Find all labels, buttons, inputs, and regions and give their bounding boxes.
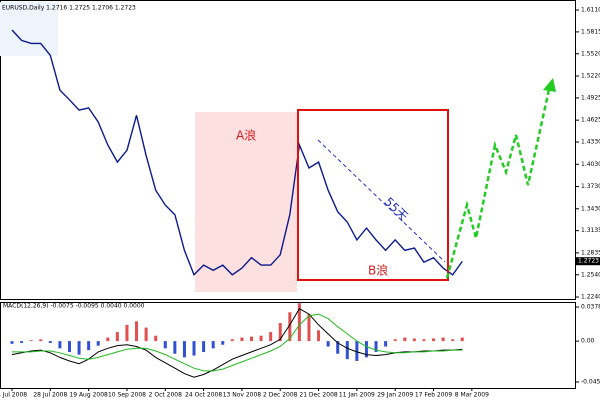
y-tick-label: 0.0378 xyxy=(581,304,600,311)
y-tick-label: 1.6110 xyxy=(581,7,600,14)
macd-bar xyxy=(125,324,129,342)
y-tick-label: 1.4330 xyxy=(581,139,600,146)
macd-bar xyxy=(432,338,436,342)
last-price-label: 1.2723 xyxy=(578,258,599,265)
macd-bar xyxy=(278,323,282,342)
macd-bar xyxy=(221,341,225,345)
macd-bar xyxy=(202,341,206,352)
wave-b-label: B浪 xyxy=(368,263,388,278)
macd-bar xyxy=(317,330,321,342)
x-tick-label: 28 Jul 2008 xyxy=(33,392,67,399)
macd-bar xyxy=(364,341,368,358)
y-tick-label: -0.0453 xyxy=(581,378,600,385)
macd-bar xyxy=(106,337,110,342)
macd-bar xyxy=(67,341,71,352)
price-line xyxy=(11,29,463,277)
x-tick-label: 19 Aug 2008 xyxy=(69,392,108,399)
macd-bar xyxy=(355,341,359,361)
x-tick-label: 8 Mar 2009 xyxy=(455,392,489,399)
macd-bar xyxy=(336,341,340,354)
macd-bar xyxy=(345,341,349,360)
y-tick-label: 1.5220 xyxy=(581,73,600,80)
macd-bar xyxy=(460,337,464,342)
macd-bar xyxy=(48,341,52,343)
y-tick-label: 1.3430 xyxy=(581,205,600,212)
macd-bar xyxy=(192,341,196,356)
projection-arrowhead xyxy=(543,78,556,92)
macd-bar xyxy=(250,336,253,342)
y-tick-label: 1.4030 xyxy=(581,161,600,168)
x-tick-label: 4 Jul 2008 xyxy=(0,392,27,399)
macd-bar xyxy=(58,341,62,349)
price-panel xyxy=(0,0,576,300)
macd-bar xyxy=(135,321,139,342)
wave-a-region xyxy=(195,112,297,292)
macd-bar xyxy=(240,337,244,342)
x-tick-label: 13 Nov 2008 xyxy=(223,392,262,399)
y-tick-label: 0.00 xyxy=(581,338,595,345)
wave-b-box xyxy=(297,109,449,281)
y-tick-label: 1.4625 xyxy=(581,117,600,124)
macd-bar xyxy=(259,335,263,342)
x-tick-label: 17 Feb 2009 xyxy=(415,392,453,399)
macd-bar xyxy=(384,341,388,347)
macd-bar xyxy=(182,341,186,358)
macd-bar xyxy=(393,339,397,342)
header-box xyxy=(0,2,58,56)
macd-bar xyxy=(403,337,407,342)
x-tick-label: 10 Sep 2008 xyxy=(108,392,146,399)
macd-bar xyxy=(288,312,292,342)
projection-path xyxy=(445,84,552,279)
y-tick-label: 1.3730 xyxy=(581,183,600,190)
x-tick-label: 11 Jan 2009 xyxy=(339,392,375,399)
macd-bar xyxy=(441,337,445,342)
macd-bar xyxy=(29,340,33,342)
macd-bar xyxy=(144,327,148,342)
chart-title: EURUSD,Daily 1.2716 1.2725 1.2706 1.2723 xyxy=(2,5,136,12)
trend-line xyxy=(317,139,446,263)
macd-bar xyxy=(115,332,119,342)
wave-a-label: A浪 xyxy=(236,128,256,143)
macd-bar xyxy=(154,335,158,342)
macd-bar xyxy=(211,341,215,349)
y-tick-label: 1.2540 xyxy=(581,271,600,278)
macd-bar xyxy=(39,339,43,342)
y-tick-label: 1.5815 xyxy=(581,28,600,35)
macd-bar xyxy=(374,341,378,352)
y-tick-label: 1.5520 xyxy=(581,50,600,57)
macd-bar xyxy=(422,339,426,342)
macd-bar xyxy=(326,341,330,347)
y-tick-label: 1.4925 xyxy=(581,94,600,101)
macd-bar xyxy=(20,341,24,343)
x-tick-label: 2 Oct 2008 xyxy=(149,392,182,399)
macd-bar xyxy=(163,341,167,349)
y-tick-label: 1.2835 xyxy=(581,249,600,256)
macd-title: MACD(12,26,9) -0.0075 -0.0095 0.0040 0.0… xyxy=(3,303,145,310)
macd-bar xyxy=(451,339,455,342)
macd-line xyxy=(12,313,463,372)
y-tick-label: 1.2240 xyxy=(581,294,600,301)
macd-bar xyxy=(10,341,14,344)
macd-bar xyxy=(230,339,234,342)
last-price-box xyxy=(576,257,600,266)
x-tick-label: 21 Dec 2008 xyxy=(299,392,338,399)
macd-bar xyxy=(412,338,416,342)
macd-line xyxy=(11,308,463,378)
macd-bar xyxy=(77,341,81,355)
macd-bar xyxy=(173,341,177,354)
x-tick-label: 2 Dec 2008 xyxy=(263,392,298,399)
x-tick-label: 29 Jan 2009 xyxy=(377,392,413,399)
macd-bar xyxy=(269,332,273,342)
macd-bar xyxy=(87,341,91,351)
macd-bar xyxy=(96,341,100,346)
x-tick-label: 24 Oct 2008 xyxy=(185,392,222,399)
days-label: 55天 xyxy=(381,195,410,224)
macd-bar xyxy=(307,314,311,342)
macd-bar xyxy=(297,303,301,342)
macd-panel xyxy=(0,302,576,389)
y-tick-label: 1.3135 xyxy=(581,227,600,234)
